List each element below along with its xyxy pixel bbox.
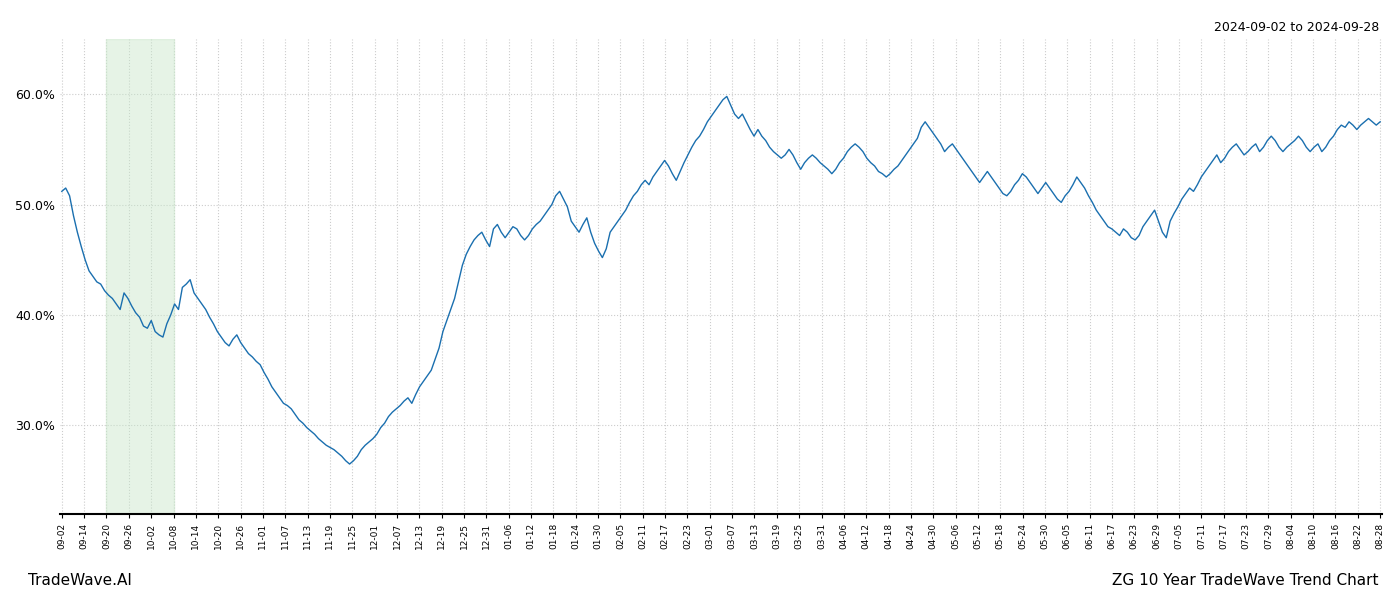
Bar <box>106 39 174 514</box>
Text: TradeWave.AI: TradeWave.AI <box>28 573 132 588</box>
Text: 2024-09-02 to 2024-09-28: 2024-09-02 to 2024-09-28 <box>1214 21 1379 34</box>
Text: ZG 10 Year TradeWave Trend Chart: ZG 10 Year TradeWave Trend Chart <box>1113 573 1379 588</box>
